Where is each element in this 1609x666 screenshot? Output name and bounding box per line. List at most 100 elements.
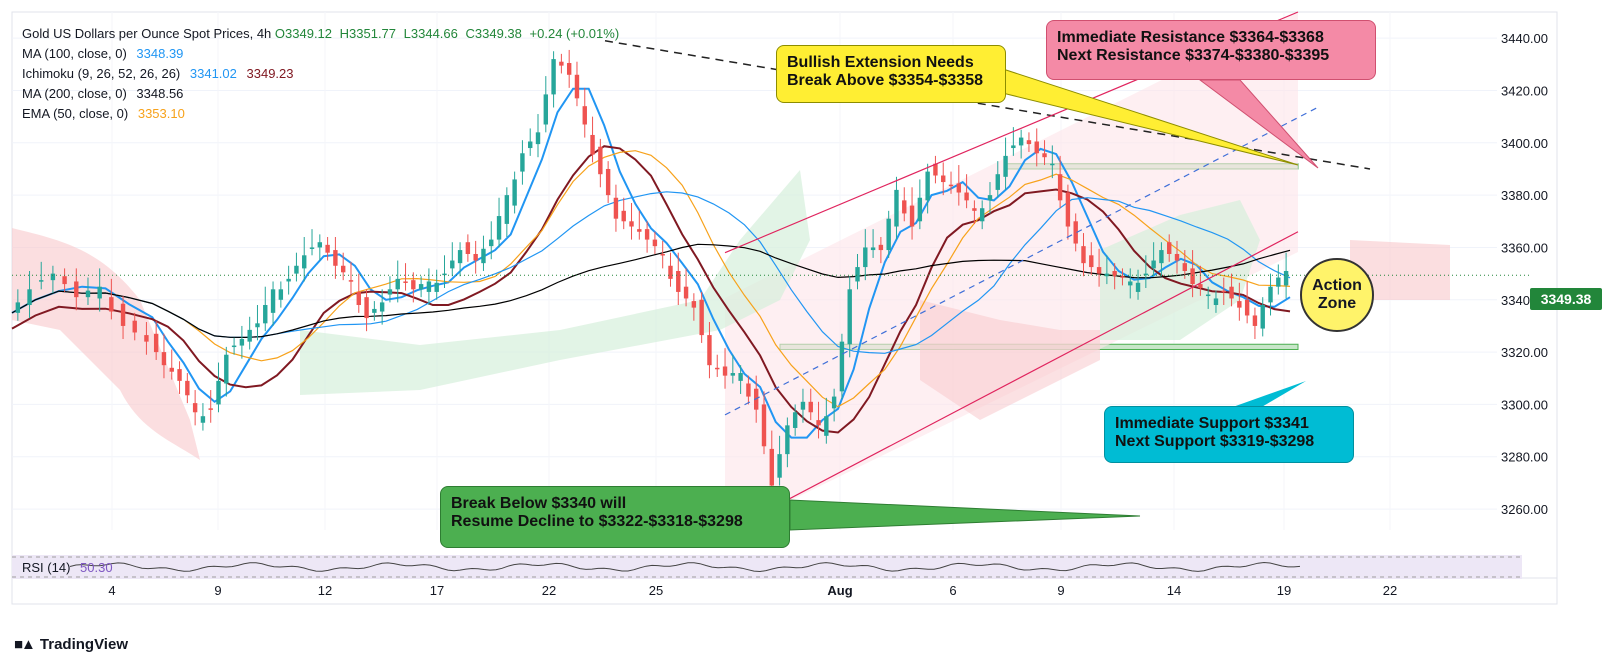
candle-body <box>847 289 852 345</box>
callout-line: Immediate Support $3341 <box>1115 415 1309 432</box>
candle-body <box>605 168 611 196</box>
candle-body <box>769 448 774 486</box>
candle-body <box>1213 298 1219 306</box>
ma200-value: 3348.56 <box>136 86 184 101</box>
callout-line: Next Support $3319-$3298 <box>1115 433 1315 450</box>
action-line: Zone <box>1317 295 1357 312</box>
time-axis[interactable]: 4 9 12 17 22 25 Aug 6 9 14 19 22 <box>12 577 1557 598</box>
candle-body <box>652 239 658 247</box>
candle-body <box>1135 282 1141 292</box>
candle-body <box>987 195 993 201</box>
brand-label: TradingView <box>39 636 128 653</box>
candle-body <box>909 205 915 227</box>
callout-resistance: Immediate Resistance $3364-$3368 Next Re… <box>1046 20 1376 80</box>
tradingview-brand[interactable]: ■▲ TradingView <box>14 636 128 653</box>
price-axis[interactable]: 3440.003420.003400.003380.003360.003340.… <box>1501 31 1548 517</box>
legend-ma100[interactable]: MA (100, close, 0) 3348.39 <box>22 44 623 64</box>
candle-body <box>1182 263 1187 271</box>
candles[interactable] <box>15 49 1289 499</box>
rsi-label: RSI (14) <box>22 560 71 575</box>
candle-body <box>1128 281 1133 286</box>
rsi-band <box>12 555 1522 579</box>
candle-body <box>1034 141 1039 154</box>
x-tick-label: 19 <box>1277 583 1291 598</box>
candle-body <box>177 369 182 381</box>
candle-body <box>730 373 736 376</box>
candle-body <box>1089 255 1094 268</box>
callout-line: Break Below $3340 will <box>451 495 627 512</box>
rsi-legend[interactable]: RSI (14) 50.30 <box>22 560 113 575</box>
low-value: L3344.66 <box>403 26 458 41</box>
candle-body <box>1159 250 1164 264</box>
green-callout-pointer <box>789 499 1141 531</box>
candle-body <box>442 273 447 276</box>
ma200-line <box>11 243 1291 339</box>
open-value: O3349.12 <box>274 26 333 41</box>
candle-body <box>676 271 681 292</box>
x-tick-label: 6 <box>949 583 956 598</box>
legend-ichimoku[interactable]: Ichimoku (9, 26, 52, 26, 26) 3341.02 334… <box>22 64 623 84</box>
x-tick-label: 22 <box>542 583 556 598</box>
x-tick-label: 12 <box>318 583 332 598</box>
candle-body <box>255 323 260 328</box>
candle-body <box>62 276 67 285</box>
candle-body <box>956 183 962 193</box>
candle-body <box>387 289 393 295</box>
candle-body <box>263 305 268 324</box>
candle-body <box>699 299 704 336</box>
candle-body <box>629 221 634 227</box>
ichimoku-value-2: 3349.23 <box>246 66 294 81</box>
high-value: H3351.77 <box>339 26 397 41</box>
candle-body <box>153 333 159 353</box>
candle-body <box>1120 276 1125 278</box>
legend-ema50[interactable]: EMA (50, close, 0) 3353.10 <box>22 104 623 124</box>
trend-overlays <box>12 11 1530 534</box>
candle-body <box>1237 301 1242 308</box>
ema50-value: 3353.10 <box>137 106 185 121</box>
candle-body <box>948 184 954 187</box>
callout-line: Break Above $3354-$3358 <box>787 72 983 89</box>
candle-body <box>325 244 330 253</box>
callout-line: Next Resistance $3374-$3380-$3395 <box>1057 47 1330 64</box>
callout-break-below: Break Below $3340 will Resume Decline to… <box>440 486 790 548</box>
x-tick-label: Aug <box>827 583 852 598</box>
cloud-bear-3 <box>1350 240 1450 300</box>
teal-callout-pointer <box>1230 381 1306 408</box>
cloud-bear-2 <box>920 300 1100 420</box>
candle-body <box>1260 305 1265 329</box>
candle-body <box>192 403 198 413</box>
candle-body <box>972 208 977 211</box>
candle-body <box>309 247 315 249</box>
x-tick-label: 9 <box>1057 583 1064 598</box>
candle-body <box>348 280 354 282</box>
candle-body <box>278 289 284 300</box>
y-tick-label: 3280.00 <box>1501 450 1548 465</box>
ichimoku-label: Ichimoku (9, 26, 52, 26, 26) <box>22 66 181 81</box>
callout-bullish-extension: Bullish Extension Needs Break Above $335… <box>776 45 1006 103</box>
candle-body <box>683 286 689 299</box>
legend-ma200[interactable]: MA (200, close, 0) 3348.56 <box>22 84 623 104</box>
candle-body <box>1065 192 1071 227</box>
candle-body <box>411 280 416 290</box>
ma200-label: MA (200, close, 0) <box>22 86 127 101</box>
candle-body <box>132 320 137 333</box>
symbol-title[interactable]: Gold US Dollars per Ounce Spot Prices, 4… <box>22 26 272 41</box>
candle-body <box>340 265 346 273</box>
candle-body <box>1198 284 1203 289</box>
indicator-lines <box>11 87 1291 439</box>
candle-body <box>15 302 21 313</box>
candle-body <box>995 174 1000 190</box>
candle-body <box>894 189 899 227</box>
candle-body <box>824 416 829 436</box>
candle-body <box>543 94 548 125</box>
y-tick-label: 3360.00 <box>1501 240 1548 255</box>
candle-body <box>598 146 603 175</box>
rsi-value: 50.30 <box>80 560 113 575</box>
candle-body <box>403 281 408 283</box>
candle-body <box>722 366 728 376</box>
x-tick-label: 14 <box>1167 583 1181 598</box>
candle-body <box>231 345 237 348</box>
ema50-label: EMA (50, close, 0) <box>22 106 129 121</box>
candle-body <box>504 195 510 224</box>
